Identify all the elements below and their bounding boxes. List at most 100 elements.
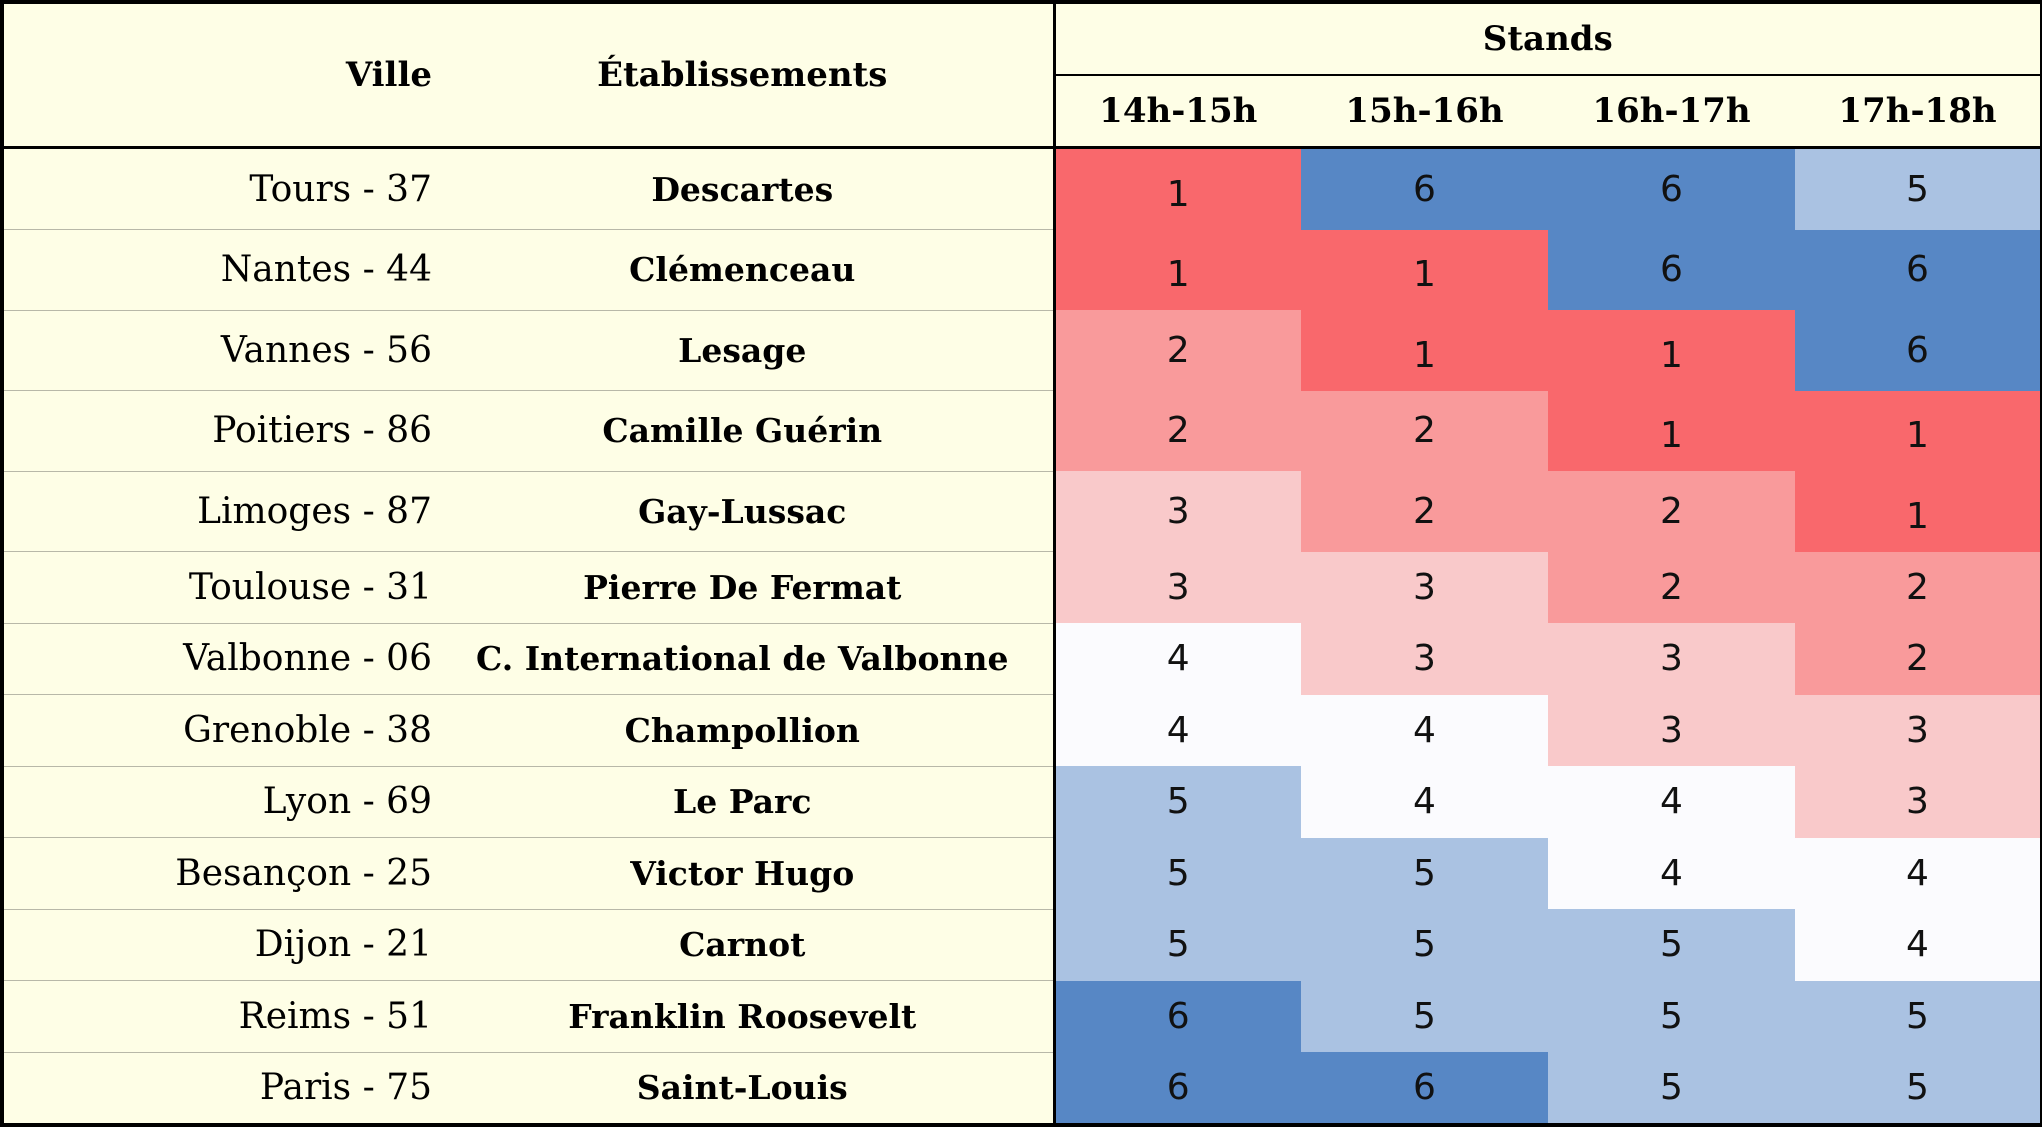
stand-value-cell: 3 (1795, 694, 2042, 766)
etablissement-cell: Camille Guérin (432, 390, 1054, 472)
ville-cell: Besançon - 25 (2, 837, 432, 910)
stand-value-cell: 4 (1052, 694, 1301, 766)
stand-value-cell: 2 (1548, 551, 1795, 623)
etablissement-cell: Gay-Lussac (432, 471, 1054, 552)
stand-value-cell: 5 (1301, 909, 1548, 981)
stand-value-cell: 1 (1301, 229, 1548, 310)
header-slot-17h: 17h-18h (1795, 75, 2042, 149)
header-etablissements: Établissements (432, 2, 1054, 149)
ville-cell: Reims - 51 (2, 980, 432, 1053)
stand-value-cell: 2 (1548, 471, 1795, 552)
header-ville: Ville (2, 2, 432, 149)
stand-value-cell: 5 (1301, 837, 1548, 909)
table-row: Valbonne - 06 C. International de Valbonn… (2, 623, 2042, 695)
stand-value-cell: 3 (1301, 623, 1548, 695)
stand-value-cell: 5 (1795, 980, 2042, 1052)
stand-value-cell: 1 (1548, 310, 1795, 391)
stand-value-cell: 6 (1301, 1052, 1548, 1125)
header-slot-15h: 15h-16h (1301, 75, 1548, 149)
ville-cell: Nantes - 44 (2, 229, 432, 311)
stand-value-cell: 6 (1301, 147, 1548, 230)
etablissement-cell: Pierre De Fermat (432, 551, 1054, 624)
stand-value-cell: 3 (1548, 694, 1795, 766)
ville-cell: Dijon - 21 (2, 909, 432, 981)
stand-value-cell: 2 (1052, 390, 1301, 471)
etablissement-cell: Franklin Roosevelt (432, 980, 1054, 1053)
table-row: Paris - 75 Saint-Louis 6 6 5 5 (2, 1052, 2042, 1125)
etablissement-cell: Descartes (432, 147, 1054, 230)
stand-value-cell: 2 (1795, 623, 2042, 695)
table-row: Nantes - 44 Clémenceau 1 1 6 6 (2, 229, 2042, 311)
ville-cell: Paris - 75 (2, 1052, 432, 1125)
ville-cell: Lyon - 69 (2, 766, 432, 838)
table-row: Toulouse - 31 Pierre De Fermat 3 3 2 2 (2, 551, 2042, 624)
stand-value-cell: 3 (1548, 623, 1795, 695)
stand-value-cell: 3 (1795, 766, 2042, 838)
stand-value-cell: 6 (1548, 229, 1795, 310)
table-row: Vannes - 56 Lesage 2 1 1 6 (2, 310, 2042, 391)
etablissement-cell: Carnot (432, 909, 1054, 981)
stand-value-cell: 4 (1052, 623, 1301, 695)
ville-cell: Poitiers - 86 (2, 390, 432, 472)
stand-value-cell: 4 (1548, 766, 1795, 838)
etablissement-cell: Le Parc (432, 766, 1054, 838)
ville-cell: Limoges - 87 (2, 471, 432, 552)
stand-value-cell: 5 (1795, 1052, 2042, 1125)
stand-value-cell: 1 (1795, 390, 2042, 471)
stand-value-cell: 3 (1052, 551, 1301, 623)
stand-value-cell: 3 (1301, 551, 1548, 623)
etablissement-cell: Clémenceau (432, 229, 1054, 311)
table-row: Reims - 51 Franklin Roosevelt 6 5 5 5 (2, 980, 2042, 1053)
stand-value-cell: 1 (1052, 147, 1301, 230)
stand-value-cell: 5 (1052, 766, 1301, 838)
stand-value-cell: 1 (1795, 471, 2042, 552)
stand-value-cell: 3 (1052, 471, 1301, 552)
stand-value-cell: 5 (1548, 980, 1795, 1052)
table-row: Limoges - 87 Gay-Lussac 3 2 2 1 (2, 471, 2042, 552)
table-row: Grenoble - 38 Champollion 4 4 3 3 (2, 694, 2042, 767)
stand-value-cell: 5 (1795, 147, 2042, 230)
stand-value-cell: 5 (1052, 837, 1301, 909)
ville-cell: Tours - 37 (2, 147, 432, 230)
stand-value-cell: 2 (1795, 551, 2042, 623)
stand-value-cell: 4 (1301, 766, 1548, 838)
table-row: Lyon - 69 Le Parc 5 4 4 3 (2, 766, 2042, 838)
stand-value-cell: 6 (1795, 310, 2042, 391)
stand-value-cell: 6 (1052, 1052, 1301, 1125)
header-stands: Stands (1052, 2, 2042, 76)
stand-value-cell: 4 (1795, 909, 2042, 981)
table-row: Tours - 37 Descartes 1 6 6 5 (2, 147, 2042, 230)
table-row: Besançon - 25 Victor Hugo 5 5 4 4 (2, 837, 2042, 910)
ville-cell: Toulouse - 31 (2, 551, 432, 624)
stand-value-cell: 6 (1548, 147, 1795, 230)
etablissement-cell: Saint-Louis (432, 1052, 1054, 1125)
etablissement-cell: C. International de Valbonne (432, 623, 1054, 695)
stand-value-cell: 1 (1052, 229, 1301, 310)
ville-cell: Vannes - 56 (2, 310, 432, 391)
stand-value-cell: 5 (1548, 909, 1795, 981)
stand-value-cell: 1 (1548, 390, 1795, 471)
stand-value-cell: 5 (1301, 980, 1548, 1052)
header-slot-16h: 16h-17h (1548, 75, 1795, 149)
ville-cell: Grenoble - 38 (2, 694, 432, 767)
stand-value-cell: 1 (1301, 310, 1548, 391)
table-row: Dijon - 21 Carnot 5 5 5 4 (2, 909, 2042, 981)
etablissement-cell: Lesage (432, 310, 1054, 391)
stand-value-cell: 2 (1052, 310, 1301, 391)
header-slot-14h: 14h-15h (1052, 75, 1301, 149)
stand-value-cell: 5 (1052, 909, 1301, 981)
stand-value-cell: 5 (1548, 1052, 1795, 1125)
stand-value-cell: 4 (1795, 837, 2042, 909)
etablissement-cell: Victor Hugo (432, 837, 1054, 910)
stand-value-cell: 4 (1548, 837, 1795, 909)
ville-cell: Valbonne - 06 (2, 623, 432, 695)
stand-value-cell: 2 (1301, 471, 1548, 552)
table-body: Tours - 37 Descartes 1 6 6 5 Nantes - 44 Clémen… (2, 147, 2042, 1125)
etablissement-cell: Champollion (432, 694, 1054, 767)
stand-value-cell: 4 (1301, 694, 1548, 766)
table-row: Poitiers - 86 Camille Guérin 2 2 1 1 (2, 390, 2042, 472)
stand-value-cell: 2 (1301, 390, 1548, 471)
stand-value-cell: 6 (1052, 980, 1301, 1052)
